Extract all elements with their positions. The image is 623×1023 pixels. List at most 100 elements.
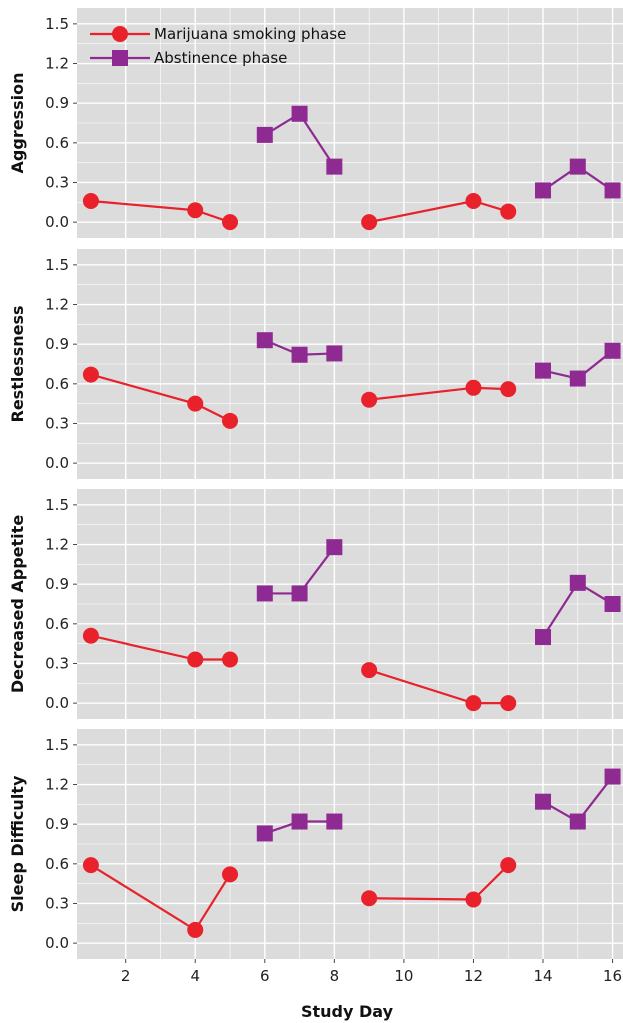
y-tick-label: 0.3 — [45, 414, 69, 432]
data-point-square — [604, 342, 621, 359]
data-point-circle — [187, 395, 204, 412]
data-point-square — [569, 158, 586, 175]
data-point-square — [256, 825, 273, 842]
x-tick-label: 6 — [260, 967, 270, 985]
data-point-square — [604, 768, 621, 785]
data-point-square — [326, 345, 343, 362]
panels: 0.0 0.3 0.6 0.9 1.2 1.5 Aggression Marijuana sm… — [8, 8, 623, 959]
x-tick-label: 12 — [464, 967, 483, 985]
data-point-circle — [361, 391, 378, 408]
y-axis-label: Aggression — [8, 73, 27, 174]
y-tick-label: 1.2 — [45, 296, 69, 314]
data-point-circle — [361, 214, 378, 231]
data-point-circle — [82, 857, 99, 874]
y-tick-label: 0.6 — [45, 134, 69, 152]
x-tick-label: 10 — [394, 967, 413, 985]
data-point-circle — [187, 921, 204, 938]
x-tick-label: 16 — [603, 967, 622, 985]
data-point-circle — [465, 379, 482, 396]
data-point-square — [291, 105, 308, 122]
panel-3: 0.0 0.3 0.6 0.9 1.2 1.5 Sleep Difficulty — [8, 729, 623, 959]
data-point-circle — [500, 381, 517, 398]
x-axis-label: Study Day — [301, 1002, 394, 1021]
data-point-square — [256, 332, 273, 349]
y-tick-label: 0.3 — [45, 894, 69, 912]
y-tick-label: 1.2 — [45, 55, 69, 73]
y-tick-label: 1.5 — [45, 256, 69, 274]
y-tick-label: 0.9 — [45, 575, 69, 593]
data-point-circle — [500, 203, 517, 220]
y-tick-label: 1.5 — [45, 736, 69, 754]
y-tick-label: 0.6 — [45, 615, 69, 633]
legend: Marijuana smoking phase Abstinence phase — [90, 25, 346, 67]
data-point-circle — [361, 890, 378, 907]
y-tick-label: 0.9 — [45, 335, 69, 353]
y-tick-label: 1.5 — [45, 15, 69, 33]
series-abstinence — [256, 105, 621, 199]
data-point-square — [535, 182, 552, 199]
series-abstinence — [256, 768, 621, 842]
series-abstinence — [256, 332, 621, 387]
legend-label: Marijuana smoking phase — [154, 25, 346, 43]
data-point-circle — [222, 214, 239, 231]
y-tick-label: 0.9 — [45, 815, 69, 833]
data-point-circle — [82, 192, 99, 209]
y-axis-label: Sleep Difficulty — [8, 775, 27, 912]
series-marijuana — [82, 627, 517, 712]
panel-2: 0.0 0.3 0.6 0.9 1.2 1.5 Decreased Appetite — [8, 489, 623, 719]
panel-1: 0.0 0.3 0.6 0.9 1.2 1.5 Restlessness — [8, 249, 623, 479]
y-tick-label: 0.3 — [45, 654, 69, 672]
data-point-circle — [222, 651, 239, 668]
data-point-square — [291, 346, 308, 363]
y-tick-label: 0.9 — [45, 94, 69, 112]
legend-marker-circle — [112, 26, 128, 42]
data-point-square — [256, 585, 273, 602]
x-tick-label: 8 — [330, 967, 340, 985]
x-axis: Study Day 2 4 6 8 10 12 14 16 — [121, 959, 622, 1021]
y-tick-label: 0.0 — [45, 934, 69, 952]
series-marijuana — [82, 192, 517, 231]
y-tick-label: 1.5 — [45, 496, 69, 514]
data-point-square — [326, 813, 343, 830]
data-point-square — [535, 793, 552, 810]
data-point-square — [604, 596, 621, 612]
y-tick-label: 0.6 — [45, 375, 69, 393]
data-point-circle — [82, 627, 99, 644]
data-point-square — [604, 182, 621, 199]
data-point-square — [326, 539, 343, 556]
x-tick-label: 4 — [190, 967, 200, 985]
data-point-square — [535, 362, 552, 379]
data-point-circle — [187, 651, 204, 668]
data-point-square — [569, 370, 586, 387]
y-axis-label: Decreased Appetite — [8, 515, 27, 693]
data-point-circle — [500, 857, 517, 874]
y-tick-label: 0.0 — [45, 454, 69, 472]
data-point-circle — [500, 695, 517, 712]
data-point-square — [326, 158, 343, 175]
data-point-square — [291, 813, 308, 830]
data-point-circle — [361, 662, 378, 679]
data-point-circle — [187, 202, 204, 219]
y-tick-label: 1.2 — [45, 536, 69, 554]
data-point-circle — [465, 192, 482, 209]
y-tick-label: 0.0 — [45, 694, 69, 712]
x-tick-label: 2 — [121, 967, 131, 985]
data-point-square — [569, 574, 586, 591]
y-tick-label: 1.2 — [45, 776, 69, 794]
y-tick-label: 0.6 — [45, 855, 69, 873]
y-axis-label: Restlessness — [8, 305, 27, 422]
data-point-square — [569, 813, 586, 830]
data-point-circle — [222, 866, 239, 883]
series-marijuana — [82, 857, 517, 938]
data-point-square — [535, 629, 552, 646]
y-tick-label: 0.3 — [45, 173, 69, 191]
data-point-circle — [465, 695, 482, 712]
data-point-circle — [82, 366, 99, 383]
data-point-circle — [222, 412, 239, 429]
data-point-circle — [465, 891, 482, 908]
y-tick-label: 0.0 — [45, 213, 69, 231]
data-point-square — [256, 126, 273, 143]
series-abstinence — [256, 539, 621, 646]
legend-label: Abstinence phase — [154, 49, 287, 67]
data-point-square — [291, 585, 308, 602]
